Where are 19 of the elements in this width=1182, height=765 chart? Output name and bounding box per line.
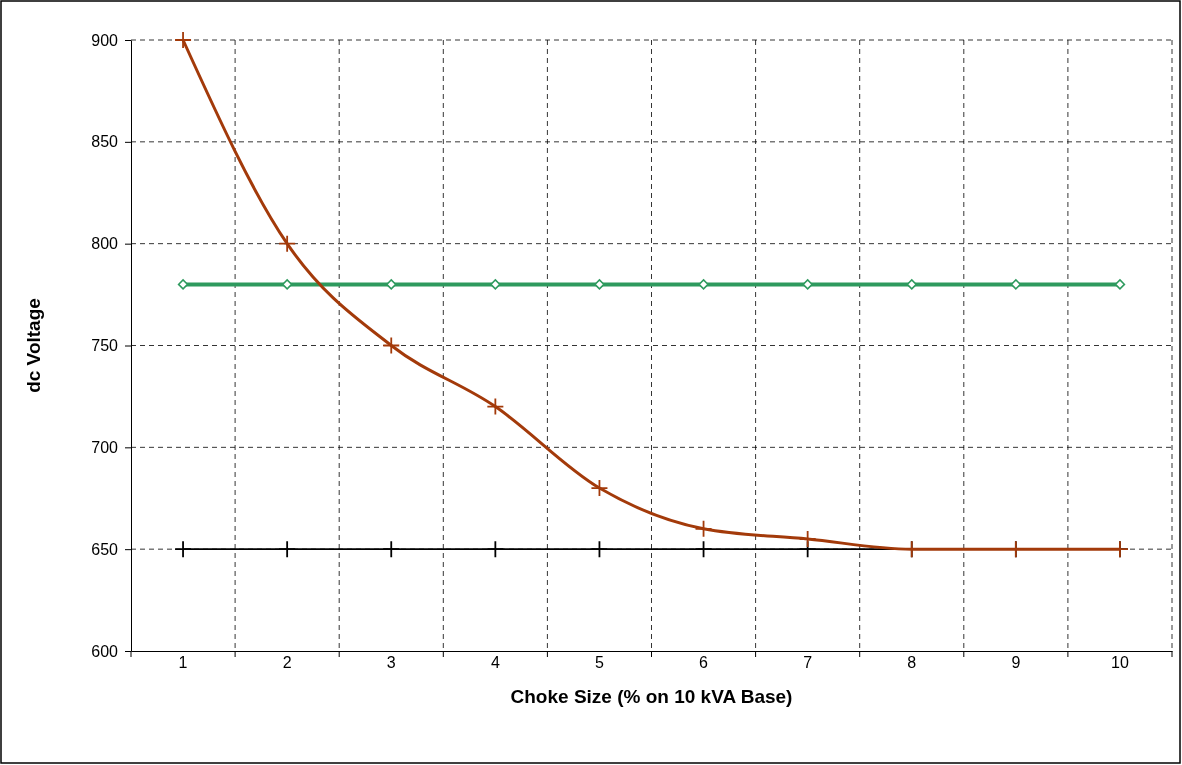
x-tick-label: 4	[490, 654, 500, 671]
y-tick-label: 700	[91, 438, 119, 456]
y-tick-label: 600	[91, 642, 119, 660]
x-tick-label: 8	[907, 654, 917, 671]
y-axis-title: dc Voltage	[23, 298, 44, 393]
x-tick-label: 6	[699, 654, 709, 671]
y-tick-label: 850	[91, 133, 119, 151]
x-tick-label: 9	[1011, 654, 1021, 671]
x-tick-label: 10	[1111, 654, 1129, 671]
x-tick-label: 2	[282, 654, 292, 671]
x-tick-label: 3	[386, 654, 396, 671]
x-tick-label: 1	[178, 654, 188, 671]
y-tick-label: 650	[91, 540, 119, 558]
x-tick-label: 7	[803, 654, 813, 671]
y-tick-label: 800	[91, 235, 119, 253]
x-tick-label: 5	[595, 654, 604, 671]
y-tick-label: 900	[91, 31, 119, 49]
y-tick-label: 750	[91, 337, 119, 355]
x-axis-title: Choke Size (% on 10 kVA Base)	[510, 686, 793, 707]
